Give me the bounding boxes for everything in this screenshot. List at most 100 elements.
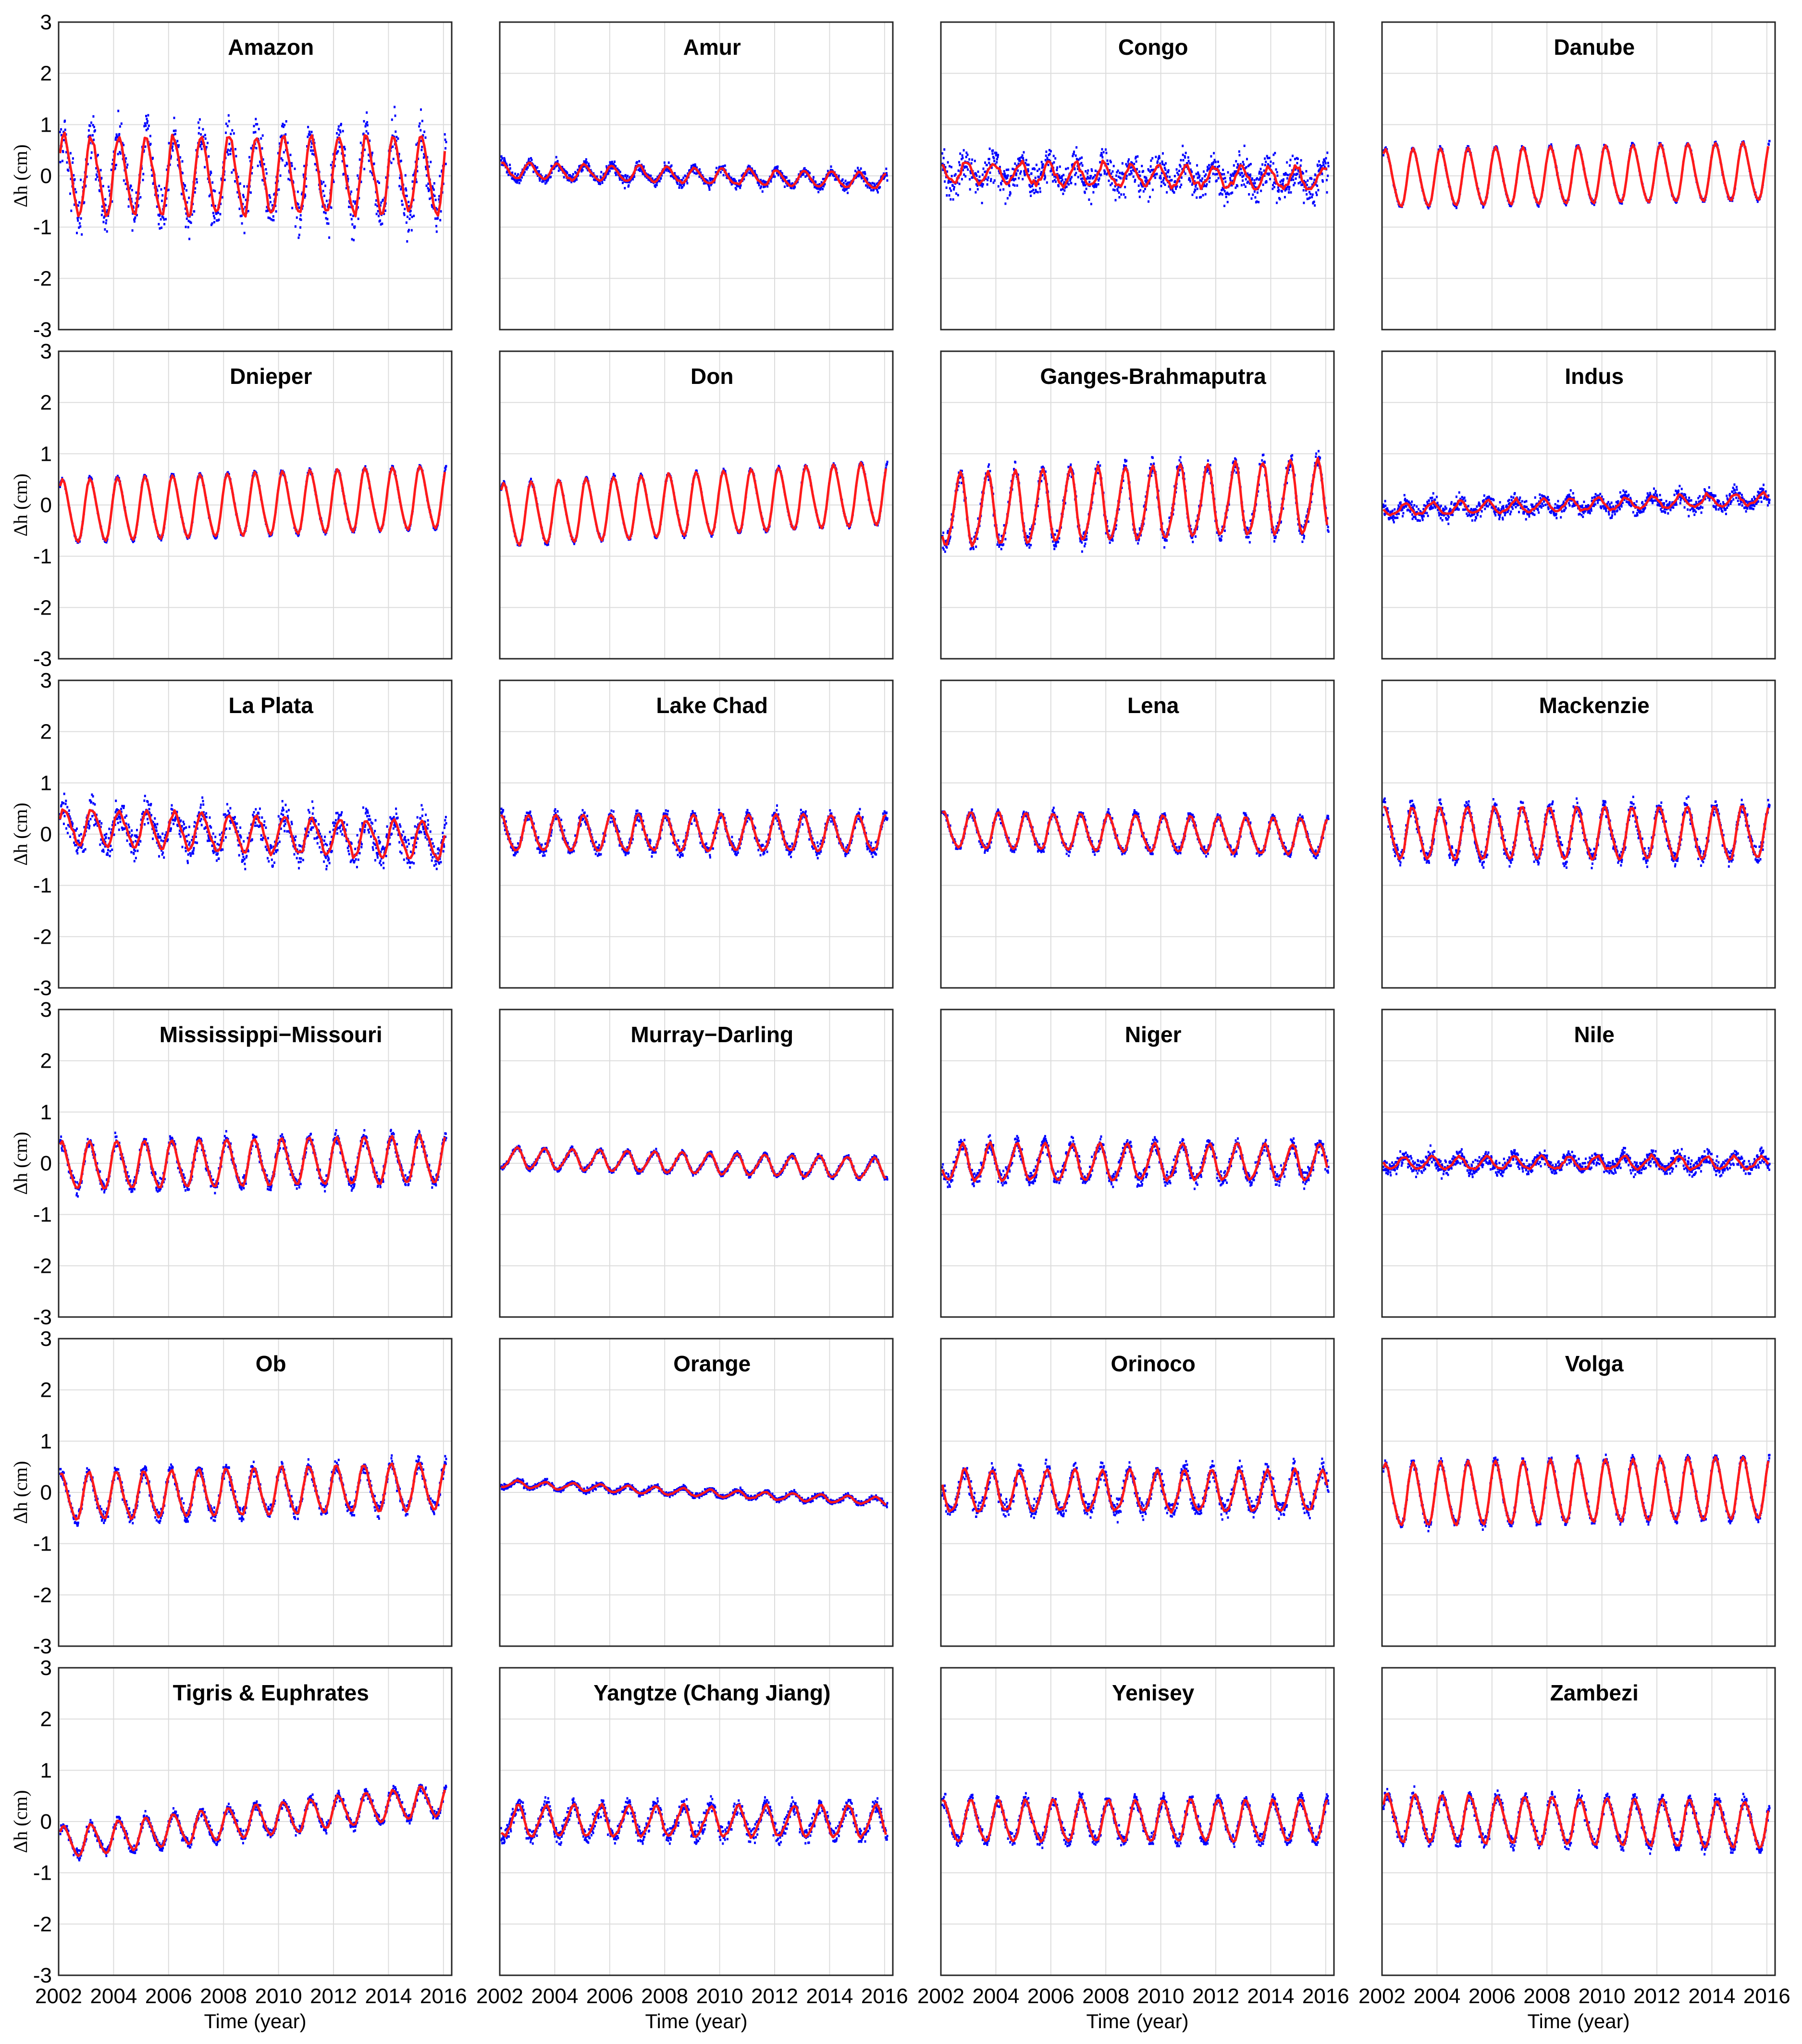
daily-point [437,217,439,220]
daily-point [405,174,407,177]
daily-point [239,208,241,210]
daily-point [518,182,520,184]
panel-amur: Amur [500,22,893,330]
daily-point [231,129,233,132]
daily-point [145,146,147,148]
daily-point [576,178,578,181]
daily-point [282,159,284,161]
daily-point [160,188,162,191]
daily-point [199,118,201,121]
daily-point [331,207,333,209]
daily-point [188,238,190,240]
daily-point [350,191,352,193]
daily-point [291,165,293,167]
daily-point [310,149,312,152]
daily-point [126,163,128,166]
daily-point [64,120,66,122]
daily-point [255,118,257,120]
daily-point [366,130,368,133]
daily-point [161,194,163,197]
daily-point [207,142,209,144]
daily-point [294,168,296,170]
daily-point [213,215,215,217]
daily-point [550,176,552,178]
daily-point [434,195,436,197]
daily-point [284,124,285,126]
daily-point [509,167,511,170]
daily-point [72,157,74,160]
daily-point [536,166,538,169]
daily-point [96,176,98,178]
y-tick-label: 3 [40,11,52,34]
daily-point [282,123,284,125]
daily-point [211,222,213,225]
daily-point [434,218,436,220]
daily-point [201,148,203,150]
daily-point [354,225,356,228]
daily-point [323,195,325,197]
daily-point [102,221,104,223]
daily-point [233,132,235,135]
daily-point [444,138,446,141]
daily-point [219,213,221,215]
daily-point [440,210,442,212]
daily-point [558,170,560,172]
daily-point [100,169,102,172]
daily-point [269,197,271,199]
daily-point [72,161,74,164]
daily-point [212,212,214,214]
daily-point [382,199,384,201]
daily-point [444,147,446,149]
daily-point [404,208,406,210]
daily-point [305,185,307,188]
daily-point [104,198,106,200]
daily-point [235,155,237,158]
daily-point [96,173,98,176]
daily-point [241,215,243,217]
daily-point [344,146,346,148]
daily-point [97,154,99,156]
daily-point [430,161,432,163]
daily-point [168,142,170,145]
daily-point [108,185,110,188]
daily-point [357,174,358,177]
daily-point [235,148,236,150]
y-tick-label: -1 [33,216,52,239]
daily-point [139,196,141,198]
daily-point [381,222,383,225]
daily-point [90,157,92,159]
daily-point [151,174,153,177]
daily-point [342,130,344,132]
daily-point [555,156,557,159]
daily-point [298,234,300,236]
daily-point [172,149,174,152]
daily-point [365,125,367,127]
daily-point [275,210,277,213]
y-axis-label: Δh (cm) [10,144,31,207]
daily-point [117,153,119,155]
daily-point [284,164,286,167]
daily-point [163,223,165,225]
daily-point [202,128,204,131]
daily-point [418,125,420,127]
daily-point [273,219,275,222]
daily-point [367,124,369,126]
daily-point [244,232,246,234]
daily-point [527,166,529,169]
daily-point [227,125,229,127]
daily-point [351,238,353,240]
daily-point [74,178,76,181]
daily-point [444,133,446,135]
daily-point [93,126,95,128]
daily-point [106,230,108,233]
daily-point [230,133,232,135]
daily-point [204,166,206,169]
daily-point [130,185,132,187]
daily-point [67,170,69,172]
daily-point [409,214,411,216]
daily-point [402,204,404,206]
daily-point [182,160,184,162]
daily-point [300,214,302,217]
daily-point [420,109,422,111]
daily-point [200,133,202,135]
